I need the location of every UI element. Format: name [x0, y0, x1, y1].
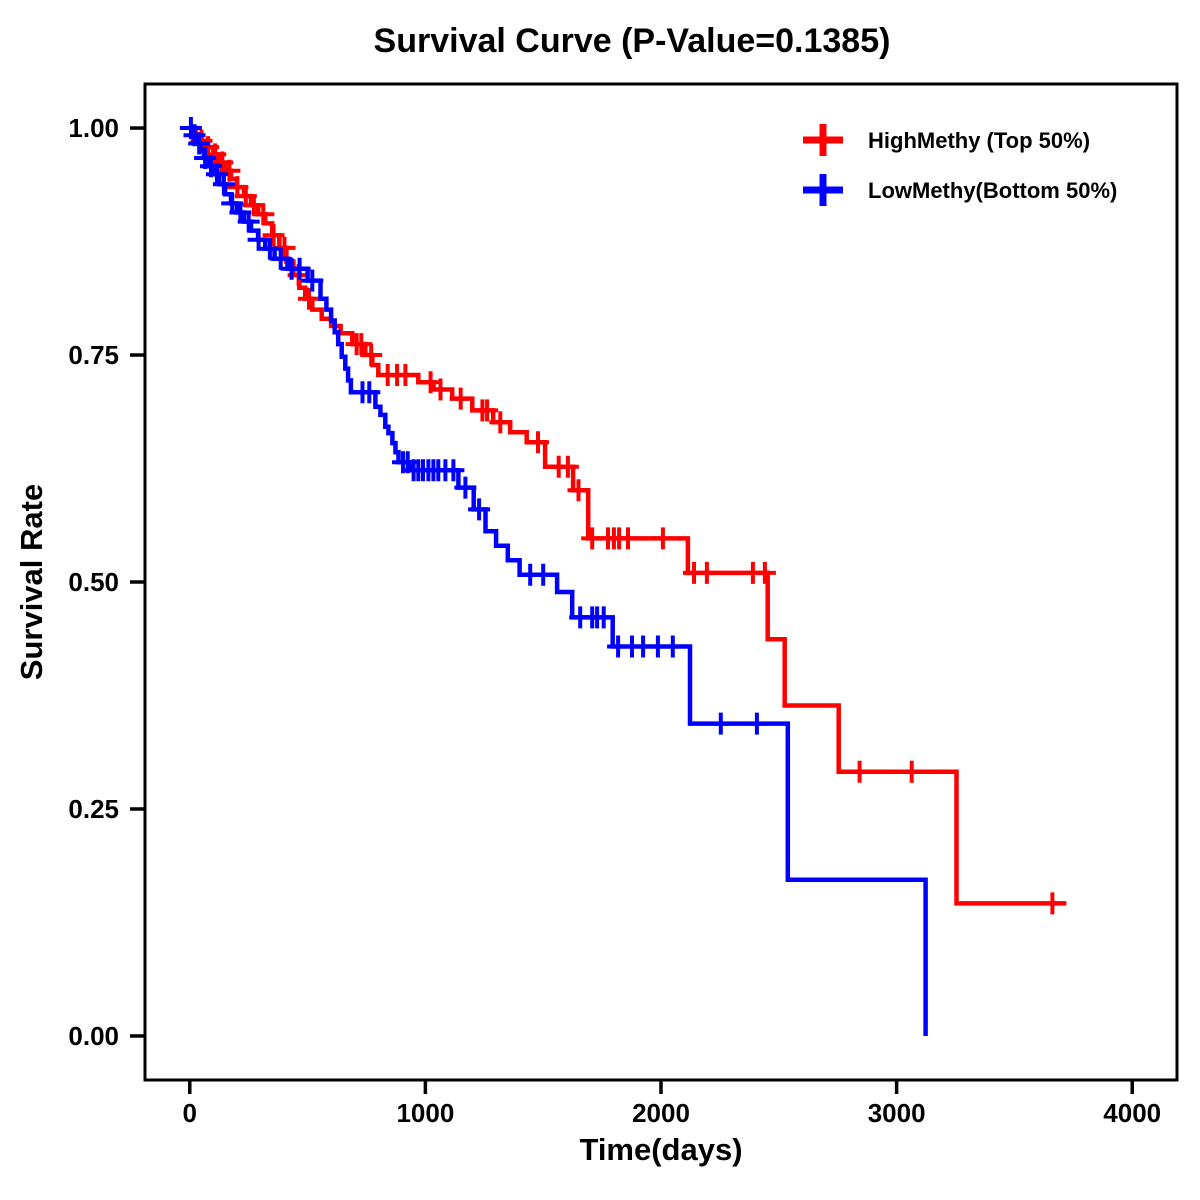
censor-mark-icon	[449, 387, 472, 410]
y-tick-label: 0.75	[68, 340, 119, 370]
y-tick-label: 1.00	[68, 113, 119, 143]
censor-mark-icon	[567, 479, 590, 502]
x-tick-label: 0	[183, 1098, 197, 1128]
y-tick-label: 0.00	[68, 1021, 119, 1051]
censor-mark-icon	[258, 237, 281, 260]
x-tick-label: 4000	[1103, 1098, 1161, 1128]
censor-mark-icon	[237, 210, 260, 233]
censor-mark-icon	[753, 561, 776, 584]
censor-mark-icon	[592, 606, 615, 629]
axis-ticks: 0 1000 2000 3000 4000 0.00 0.25 0.50 0.75 1.00	[68, 113, 1161, 1128]
censor-mark-icon	[532, 563, 555, 586]
x-tick-label: 2000	[632, 1098, 690, 1128]
censor-marks-lowmethy	[179, 117, 768, 735]
censor-mark-icon	[900, 760, 923, 783]
censor-mark-icon	[709, 712, 732, 735]
legend-item-lowmethy: LowMethy(Bottom 50%)	[803, 174, 1117, 206]
censor-mark-icon	[269, 247, 292, 270]
censor-mark-icon	[298, 287, 320, 310]
censor-mark-icon	[252, 203, 275, 226]
censor-mark-icon	[661, 635, 684, 658]
legend-label-highmethy: HighMethy (Top 50%)	[868, 128, 1090, 153]
censor-mark-icon	[489, 411, 512, 434]
censor-mark-icon	[745, 712, 768, 735]
x-tick-label: 3000	[868, 1098, 926, 1128]
censor-mark-icon	[454, 476, 477, 499]
plot-frame	[143, 82, 1179, 1082]
censor-mark-icon	[442, 459, 465, 482]
censor-mark-icon	[188, 132, 211, 155]
y-axis-label: Survival Rate	[14, 484, 49, 680]
x-tick-label: 1000	[396, 1098, 454, 1128]
highmethy-plus-marker-icon	[803, 124, 843, 156]
censor-mark-icon	[1041, 892, 1064, 915]
censor-mark-icon	[262, 224, 285, 247]
censor-mark-icon	[848, 760, 871, 783]
km-curves	[179, 117, 1067, 1036]
censor-mark-icon	[429, 378, 452, 401]
censor-mark-icon	[288, 257, 311, 280]
y-tick-label: 0.50	[68, 567, 119, 597]
censor-mark-icon	[695, 561, 718, 584]
censor-mark-icon	[301, 269, 324, 292]
censor-mark-icon	[527, 431, 549, 454]
lowmethy-plus-marker-icon	[803, 174, 843, 206]
censor-mark-icon	[350, 333, 373, 356]
censor-mark-icon	[358, 381, 381, 404]
censor-mark-icon	[651, 527, 674, 550]
censor-marks-highmethy	[190, 129, 1064, 915]
legend-item-highmethy: HighMethy (Top 50%)	[803, 124, 1090, 156]
censor-mark-icon	[556, 455, 579, 478]
x-axis-label: Time(days)	[579, 1132, 742, 1167]
censor-mark-icon	[360, 344, 383, 366]
censor-mark-icon	[394, 364, 417, 386]
censor-mark-icon	[247, 228, 270, 251]
censor-mark-icon	[468, 498, 491, 521]
legend-label-lowmethy: LowMethy(Bottom 50%)	[868, 178, 1117, 203]
censor-mark-icon	[617, 527, 639, 550]
censor-mark-icon	[218, 159, 241, 182]
censor-mark-icon	[476, 399, 499, 422]
legend: HighMethy (Top 50%) LowMethy(Bottom 50%)	[803, 124, 1117, 206]
km-curve-highmethy	[189, 125, 1067, 906]
y-tick-label: 0.25	[68, 794, 119, 824]
chart-title: Survival Curve (P-Value=0.1385)	[374, 22, 891, 60]
censor-mark-icon	[212, 173, 235, 196]
